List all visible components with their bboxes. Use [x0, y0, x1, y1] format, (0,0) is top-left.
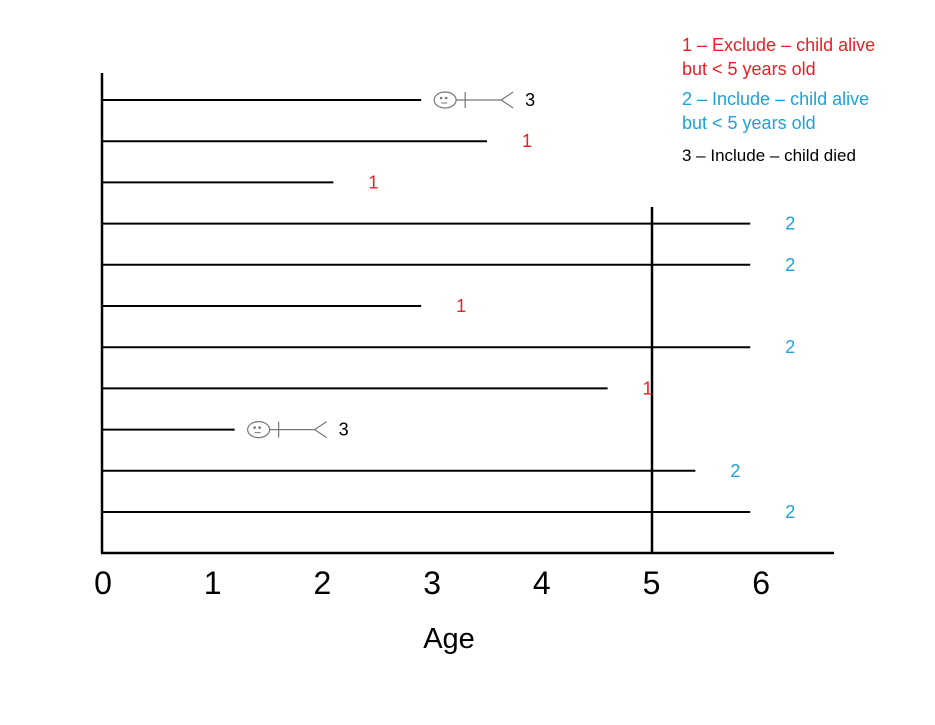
- x-tick-label-0: 0: [94, 565, 112, 601]
- category-label: 2: [785, 214, 795, 234]
- category-label: 3: [339, 420, 349, 440]
- legend-item-2-line-1: 2 – Include – child alive: [682, 89, 870, 109]
- x-tick-label-1: 1: [204, 565, 222, 601]
- legend-item-3-line-1: 3 – Include – child died: [682, 146, 856, 165]
- x-axis-label: Age: [423, 623, 475, 655]
- legend-item-1-line-2: but < 5 years old: [682, 59, 816, 79]
- legend-item-2-line-2: but < 5 years old: [682, 113, 816, 133]
- category-label: 1: [456, 296, 466, 316]
- deceased-figure-icon: [433, 91, 514, 109]
- category-label: 1: [522, 131, 532, 151]
- x-tick-label-3: 3: [423, 565, 441, 601]
- category-label: 2: [730, 461, 740, 481]
- x-axis-ticks: 0 1 2 3 4 5 6: [94, 565, 770, 601]
- deceased-figure-icon: [247, 421, 327, 439]
- category-label: 2: [785, 337, 795, 357]
- x-tick-label-5: 5: [643, 565, 661, 601]
- child-rows: 3 1 1 2 2 1 2 1 3 2 2: [102, 90, 795, 522]
- category-label: 2: [785, 255, 795, 275]
- category-label: 1: [368, 172, 378, 192]
- category-label: 3: [525, 90, 535, 110]
- category-label: 1: [643, 378, 653, 398]
- category-label: 2: [785, 502, 795, 522]
- x-tick-label-2: 2: [314, 565, 332, 601]
- x-tick-label-6: 6: [752, 565, 770, 601]
- x-tick-label-4: 4: [533, 565, 551, 601]
- legend-item-1-line-1: 1 – Exclude – child alive: [682, 35, 876, 55]
